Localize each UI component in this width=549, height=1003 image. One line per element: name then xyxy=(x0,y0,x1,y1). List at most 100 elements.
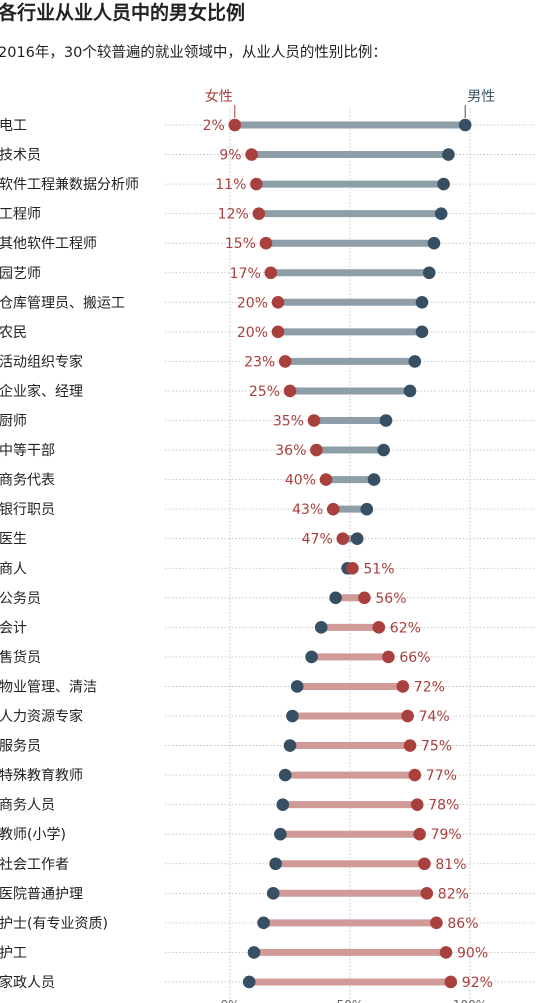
female-pct-label: 40% xyxy=(285,473,316,489)
female-dot xyxy=(228,118,242,132)
male-dot xyxy=(427,236,441,250)
female-dot xyxy=(326,502,340,516)
category-label: 医生 xyxy=(0,532,27,548)
female-pct-label: 36% xyxy=(275,443,306,459)
female-dot xyxy=(439,946,453,959)
category-label: 软件工程兼数据分析师 xyxy=(0,177,139,193)
female-pct-label: 78% xyxy=(428,798,459,814)
category-label: 中等干部 xyxy=(0,442,55,459)
female-pct-label: 20% xyxy=(237,325,268,341)
female-pct-label: 15% xyxy=(225,236,256,252)
category-label: 护工 xyxy=(0,945,27,961)
male-dot xyxy=(442,148,455,161)
male-dot xyxy=(377,443,390,457)
category-label: 售货员 xyxy=(0,649,41,666)
female-dot xyxy=(444,975,458,989)
x-axis-ticks: 0% 50% 100% xyxy=(220,998,487,1003)
female-pct-label: 20% xyxy=(237,295,268,311)
female-pct-label: 25% xyxy=(249,384,280,400)
category-label: 电工 xyxy=(0,118,27,134)
female-pct-label: 81% xyxy=(435,857,466,873)
category-label: 其他软件工程师 xyxy=(0,236,97,252)
female-dot xyxy=(264,266,278,280)
female-dot xyxy=(250,177,263,191)
female-dot xyxy=(283,384,297,398)
category-label: 商人 xyxy=(0,561,27,577)
category-label: 教师(小学) xyxy=(0,827,66,843)
chart-title: 各行业从业人员中的男女比例 xyxy=(0,2,246,24)
male-dot xyxy=(437,177,450,191)
category-label: 商务代表 xyxy=(0,473,55,489)
female-dot xyxy=(396,680,410,693)
female-dot xyxy=(382,650,395,664)
female-dot xyxy=(271,325,285,339)
category-label: 园艺师 xyxy=(0,266,41,282)
category-label: 社会工作者 xyxy=(0,857,69,873)
female-pct-label: 12% xyxy=(218,207,249,223)
category-label: 物业管理、清洁 xyxy=(0,679,97,695)
rows-layer: 电工 2% 技术员 9% 软件工程兼数据分析师 11% 工程师 12% 其他软件工程师 15% 园艺… xyxy=(0,118,493,991)
male-dot xyxy=(290,680,304,693)
female-pct-label: 66% xyxy=(399,650,430,666)
female-pct-label: 79% xyxy=(431,827,462,843)
female-dot xyxy=(336,532,350,545)
category-label: 服务员 xyxy=(0,739,41,755)
female-dot xyxy=(278,355,292,368)
category-label: 家政人员 xyxy=(0,974,55,991)
grid-layer xyxy=(165,105,535,1003)
male-dot xyxy=(422,266,436,280)
male-dot xyxy=(314,621,328,634)
female-dot xyxy=(319,473,333,486)
female-pct-label: 62% xyxy=(390,620,421,636)
female-dot xyxy=(410,798,424,811)
category-label: 工程师 xyxy=(0,207,41,223)
male-dot xyxy=(278,768,292,782)
female-pct-label: 11% xyxy=(215,177,246,193)
female-pct-label: 35% xyxy=(273,414,304,430)
category-label: 医院普通护理 xyxy=(0,886,83,902)
male-dot xyxy=(379,414,393,427)
female-dot xyxy=(307,414,321,427)
female-pct-label: 43% xyxy=(292,502,323,518)
female-dot xyxy=(252,207,266,220)
category-label: 人力资源专家 xyxy=(0,708,83,725)
female-pct-label: 75% xyxy=(421,739,452,755)
category-label: 技术员 xyxy=(0,148,41,164)
female-pct-label: 17% xyxy=(230,266,261,282)
chart-subtitle: 2016年，30个较普遍的就业领域中，从业人员的性别比例： xyxy=(0,45,387,61)
x-tick-label: 50% xyxy=(337,998,364,1003)
female-dot xyxy=(310,443,323,457)
male-dot xyxy=(415,325,429,339)
female-dot xyxy=(408,768,422,782)
male-dot xyxy=(329,591,342,605)
male-dot xyxy=(247,946,261,959)
male-dot xyxy=(286,709,299,723)
female-dot xyxy=(271,296,285,309)
female-dot xyxy=(413,827,426,841)
category-label: 企业家、经理 xyxy=(0,383,83,400)
female-pct-label: 23% xyxy=(244,354,275,370)
female-dot xyxy=(346,561,359,575)
female-dot xyxy=(430,916,443,930)
male-dot xyxy=(274,827,287,841)
male-dot xyxy=(408,355,422,368)
category-label: 银行职员 xyxy=(0,502,55,518)
male-dot xyxy=(266,887,280,900)
category-label: 商务人员 xyxy=(0,798,55,814)
female-dot xyxy=(418,857,431,871)
female-dot xyxy=(401,709,414,723)
female-pct-label: 74% xyxy=(419,709,450,725)
male-dot xyxy=(269,857,282,871)
female-pct-label: 9% xyxy=(219,148,241,164)
male-dot xyxy=(367,473,381,486)
female-pct-label: 72% xyxy=(414,679,445,695)
male-dot xyxy=(276,798,290,811)
male-dot xyxy=(257,916,270,930)
female-dot xyxy=(403,739,417,752)
male-dot xyxy=(242,975,256,989)
male-dot xyxy=(458,118,472,132)
category-label: 仓库管理员、搬运工 xyxy=(0,295,125,311)
female-pct-label: 2% xyxy=(203,118,225,134)
legend-male: 男性 xyxy=(467,89,495,105)
category-label: 护士(有专业资质) xyxy=(0,916,108,932)
